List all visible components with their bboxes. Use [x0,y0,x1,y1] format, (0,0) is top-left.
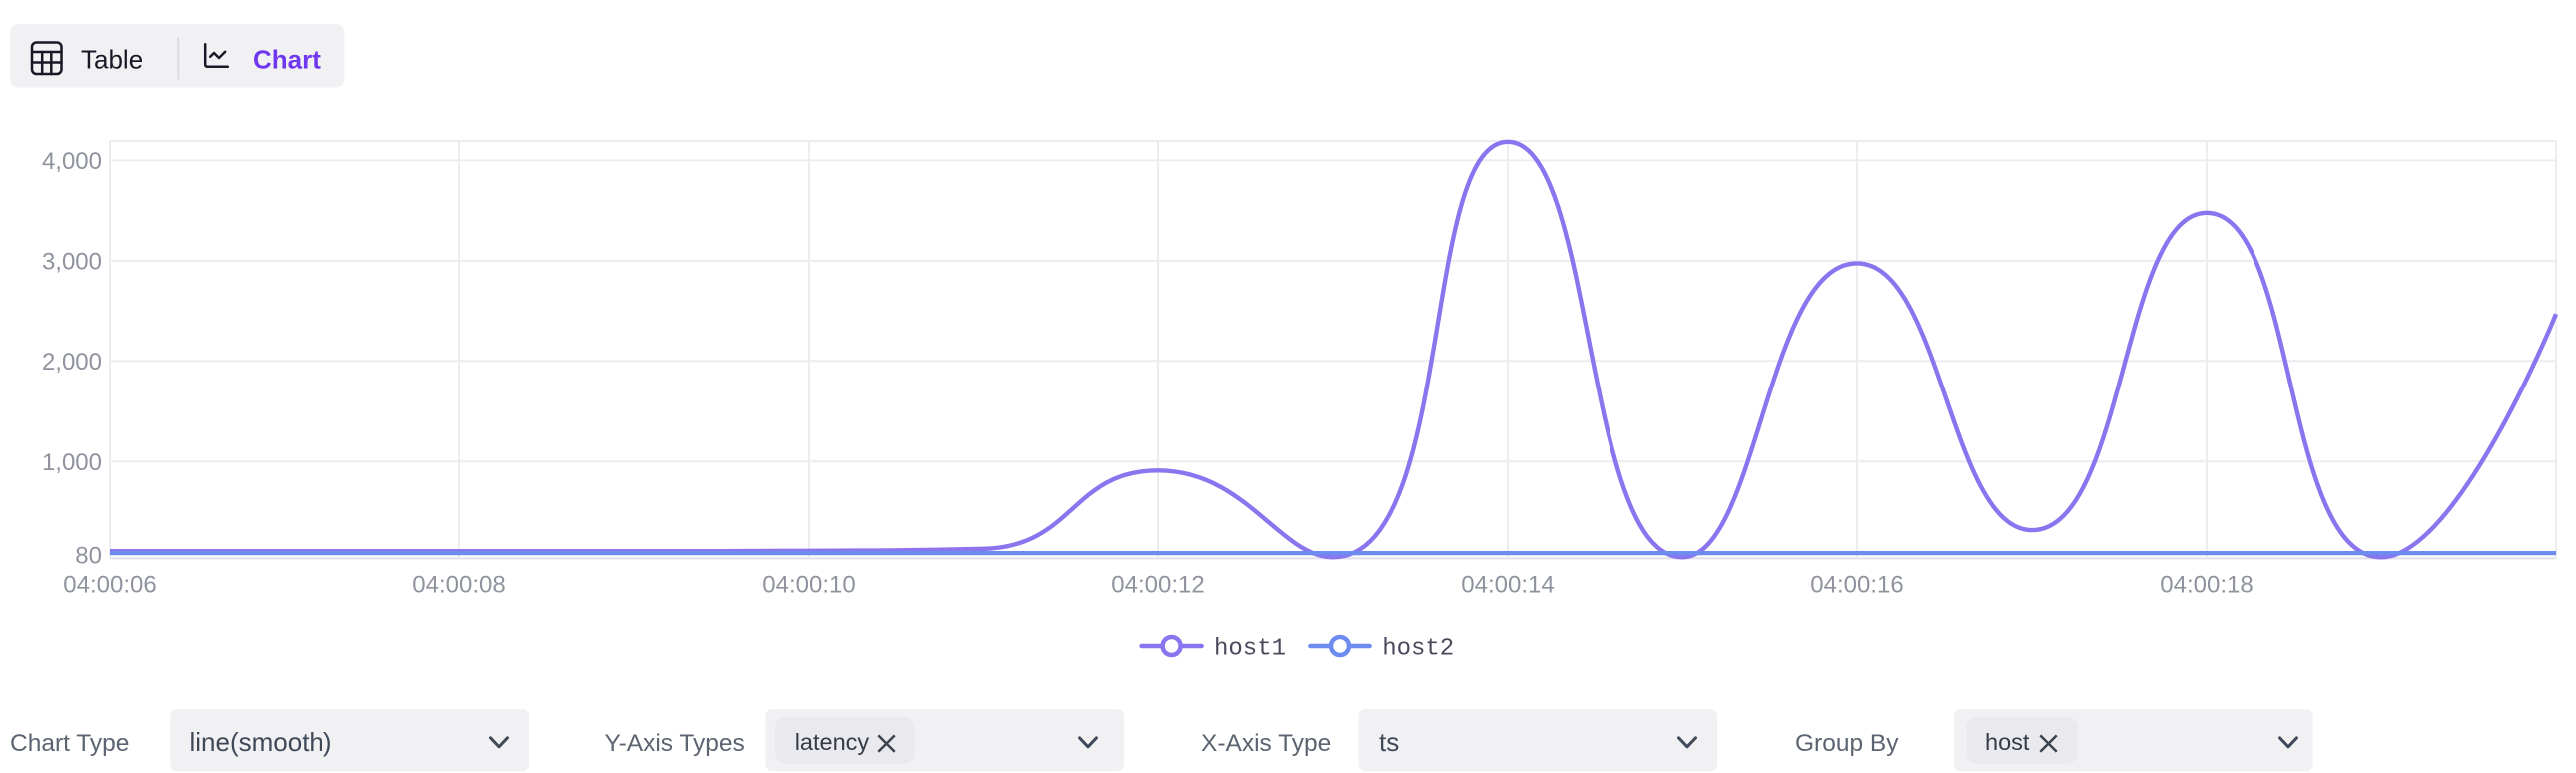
svg-text:Group By: Group By [1795,730,1899,757]
svg-text:04:00:14: 04:00:14 [1461,572,1554,599]
svg-text:04:00:06: 04:00:06 [63,572,156,599]
svg-text:4,000: 4,000 [42,148,102,175]
svg-text:host2: host2 [1382,636,1454,663]
svg-text:2,000: 2,000 [42,349,102,376]
svg-text:ts: ts [1379,727,1399,757]
svg-text:Y-Axis Types: Y-Axis Types [605,730,745,757]
svg-text:X-Axis Type: X-Axis Type [1201,730,1331,757]
svg-text:80: 80 [75,543,102,570]
svg-text:04:00:18: 04:00:18 [2160,572,2253,599]
svg-text:host1: host1 [1214,636,1286,663]
svg-text:Chart Type: Chart Type [10,730,129,757]
svg-text:04:00:10: 04:00:10 [762,572,855,599]
svg-text:latency: latency [795,729,870,755]
svg-text:Chart: Chart [253,45,321,75]
svg-text:1,000: 1,000 [42,449,102,476]
svg-text:host: host [1985,729,2030,755]
svg-text:3,000: 3,000 [42,249,102,276]
svg-text:04:00:16: 04:00:16 [1810,572,1903,599]
svg-text:04:00:12: 04:00:12 [1111,572,1204,599]
svg-text:Table: Table [81,45,143,75]
svg-text:line(smooth): line(smooth) [190,727,332,757]
svg-text:04:00:08: 04:00:08 [412,572,505,599]
